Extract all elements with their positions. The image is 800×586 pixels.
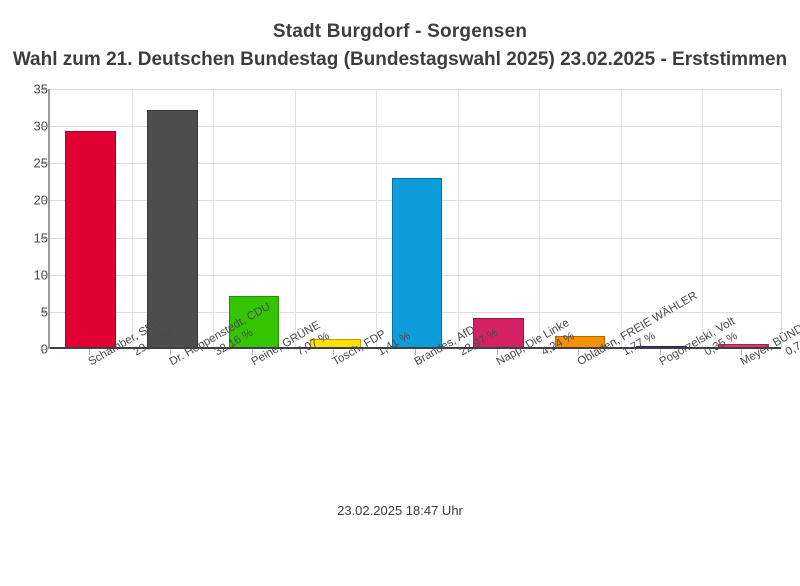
- y-axis-tick-mark: [41, 349, 47, 350]
- x-axis-tick-mark: [333, 349, 335, 355]
- bar[interactable]: [147, 110, 198, 349]
- y-axis-tick-label: 15: [33, 230, 48, 246]
- y-axis-tick-mark: [41, 126, 47, 128]
- gridline: [50, 89, 781, 90]
- y-axis-tick-label: 35: [33, 81, 48, 97]
- bar[interactable]: [391, 178, 443, 349]
- x-axis-label-percent: 0,71 %: [783, 330, 800, 359]
- y-axis-tick-label: 30: [33, 118, 48, 134]
- y-axis-tick-label: 20: [33, 192, 48, 208]
- chart-title-block: Stadt Burgdorf - Sorgensen Wahl zum 21. …: [0, 20, 800, 73]
- y-axis: 05101520253035: [0, 82, 48, 357]
- x-axis-tick-mark: [741, 349, 743, 355]
- page-title: Stadt Burgdorf - Sorgensen: [272, 21, 528, 42]
- y-axis-tick-label: 25: [33, 155, 48, 171]
- vertical-gridline: [702, 89, 704, 349]
- y-axis-tick-mark: [41, 274, 47, 276]
- vertical-gridline: [213, 89, 215, 349]
- chart-subtitle: Wahl zum 21. Deutschen Bundestag (Bundes…: [12, 49, 788, 70]
- vertical-gridline: [376, 89, 378, 349]
- y-axis-tick-mark: [41, 237, 47, 239]
- x-axis-tick-mark: [415, 349, 416, 355]
- vertical-gridline: [620, 89, 622, 349]
- x-axis-tick-mark: [88, 349, 90, 355]
- x-axis-labels: Schamber, SPD 29,33 % Dr. Hoppenstedt, CDU…: [0, 268, 800, 489]
- plot-area: [48, 89, 782, 349]
- x-axis-tick-mark: [251, 349, 253, 355]
- vertical-gridline: [131, 89, 133, 349]
- axis-baseline: [50, 347, 781, 349]
- footer-timestamp: 23.02.2025 18:47 Uhr: [337, 503, 463, 518]
- vertical-gridline: [294, 89, 296, 349]
- y-axis-tick-mark: [41, 200, 47, 202]
- gridline: [50, 163, 781, 165]
- vertical-gridline: [539, 89, 541, 349]
- gridline: [50, 126, 781, 128]
- y-axis-tick-mark: [41, 311, 47, 313]
- y-axis-tick-label: 10: [33, 267, 48, 283]
- bar[interactable]: [65, 131, 117, 349]
- bar[interactable]: [228, 296, 280, 349]
- vertical-gridline: [457, 89, 459, 349]
- x-axis-tick-mark: [170, 349, 172, 355]
- y-axis-tick-mark: [41, 89, 47, 90]
- x-axis-tick-mark: [578, 349, 580, 355]
- x-axis-tick-mark: [659, 349, 661, 355]
- y-axis-tick-mark: [41, 163, 47, 165]
- x-axis-tick-mark: [496, 349, 498, 355]
